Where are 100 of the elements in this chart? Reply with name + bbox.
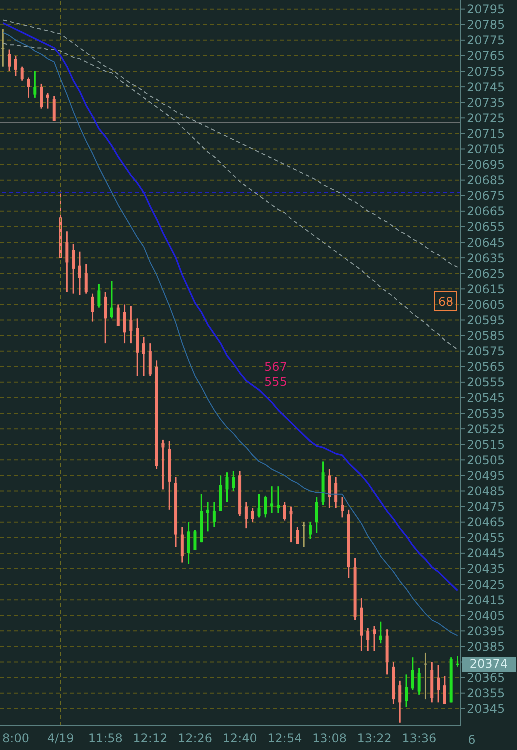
y-tick-label: 20535 [467, 406, 506, 421]
y-tick-label: 20615 [467, 282, 506, 296]
y-tick-label: 20635 [467, 251, 506, 266]
candlestick [308, 522, 312, 540]
y-tick-label: 20585 [467, 329, 506, 344]
candlestick [194, 529, 197, 552]
candlestick [405, 674, 408, 708]
candlestick [110, 280, 114, 320]
candlestick [264, 495, 268, 518]
y-tick-label: 20475 [467, 500, 506, 514]
candlestick [270, 486, 274, 514]
candlestick [290, 506, 293, 544]
x-tick-label: 13:36 [402, 732, 437, 746]
candlestick [456, 655, 460, 668]
candlestick [366, 627, 370, 652]
candlestick [411, 656, 414, 691]
y-tick-label: 20505 [467, 453, 506, 468]
x-tick-label: 13:08 [312, 732, 348, 746]
x-tick-label: 12:12 [133, 732, 168, 746]
x-tick-label: 12:26 [178, 732, 213, 746]
text: 6 [468, 733, 476, 747]
candlestick [437, 664, 440, 704]
y-tick-label: 20395 [467, 624, 506, 638]
candlestick [98, 284, 101, 309]
candlestick [232, 470, 236, 492]
y-tick-label: 20415 [467, 593, 506, 608]
candlestick [142, 336, 146, 377]
x-tick-label: 12:54 [268, 732, 302, 746]
candlestick [379, 621, 382, 644]
y-tick-label: 20455 [467, 531, 506, 546]
y-tick-label: 20605 [467, 298, 506, 312]
text: 20374 [470, 657, 508, 671]
y-tick-label: 20705 [467, 142, 506, 156]
candlestick [162, 439, 165, 490]
candlestick [443, 676, 446, 705]
y-tick-label: 20595 [467, 314, 506, 328]
candlestick [276, 486, 280, 514]
y-tick-label: 20445 [467, 546, 506, 561]
candlestick [302, 522, 306, 548]
y-tick-label: 20365 [467, 671, 506, 686]
line-series [2, 43, 458, 350]
y-tick-label: 20745 [467, 80, 506, 94]
x-tick-label: 4/19 [47, 732, 74, 746]
candlestick [212, 501, 216, 528]
candlestick [334, 476, 338, 510]
candlestick [424, 652, 428, 700]
y-tick-label: 20545 [467, 391, 506, 406]
candlestick [2, 28, 5, 68]
candlestick [180, 526, 184, 564]
candlestick [258, 494, 261, 518]
candlestick [52, 96, 56, 122]
y-tick-label: 20735 [467, 96, 506, 110]
candlestick [8, 48, 12, 72]
candlestick [373, 626, 376, 652]
y-tick-label: 20645 [467, 236, 506, 250]
candlestick [283, 501, 286, 522]
candlestick [398, 680, 402, 724]
candlestick [315, 496, 318, 534]
y-tick-label: 20725 [467, 111, 506, 126]
candlestick [72, 243, 76, 295]
candlestick [328, 468, 332, 510]
candlestick [251, 508, 254, 524]
candlestick [46, 92, 50, 110]
y-tick-label: 20515 [467, 438, 506, 452]
candlestick [340, 496, 344, 518]
candlestick [296, 526, 300, 545]
candlestick [91, 293, 94, 323]
y-tick-label: 20525 [467, 422, 506, 436]
y-tick-label: 20385 [467, 640, 506, 654]
y-tick-label: 20655 [467, 220, 506, 234]
x-tick-label: 13:22 [357, 732, 392, 746]
candlestick [206, 501, 210, 532]
y-tick-label: 20795 [467, 2, 506, 17]
y-tick-label: 20495 [467, 468, 506, 483]
candlestick [130, 306, 133, 344]
y-tick-label: 20715 [467, 126, 506, 141]
y-tick-label: 20695 [467, 158, 506, 172]
x-tick-label: 12:40 [222, 732, 258, 746]
y-tick-label: 20675 [467, 189, 506, 204]
y-tick-label: 20755 [467, 64, 506, 79]
y-tick-label: 20565 [467, 360, 506, 374]
candlestick [123, 304, 126, 344]
line-series [2, 20, 458, 268]
y-tick-label: 20345 [467, 702, 506, 716]
candlestick [187, 522, 190, 566]
candlestick [40, 83, 44, 110]
y-tick-label: 20775 [467, 34, 506, 48]
candlestick [104, 292, 108, 344]
y-tick-label: 20625 [467, 266, 506, 281]
candlestick [116, 304, 120, 328]
annotation: 567 [264, 360, 288, 374]
y-tick-label: 20765 [467, 49, 506, 64]
y-tick-label: 20355 [467, 686, 506, 701]
candlestick [84, 264, 88, 295]
annotation: 68 [438, 295, 454, 309]
candlestick [20, 66, 24, 82]
x-tick-label: 11:58 [88, 732, 123, 746]
y-tick-label: 20485 [467, 484, 506, 499]
candlestick [244, 501, 248, 530]
y-tick-label: 20575 [467, 344, 506, 359]
